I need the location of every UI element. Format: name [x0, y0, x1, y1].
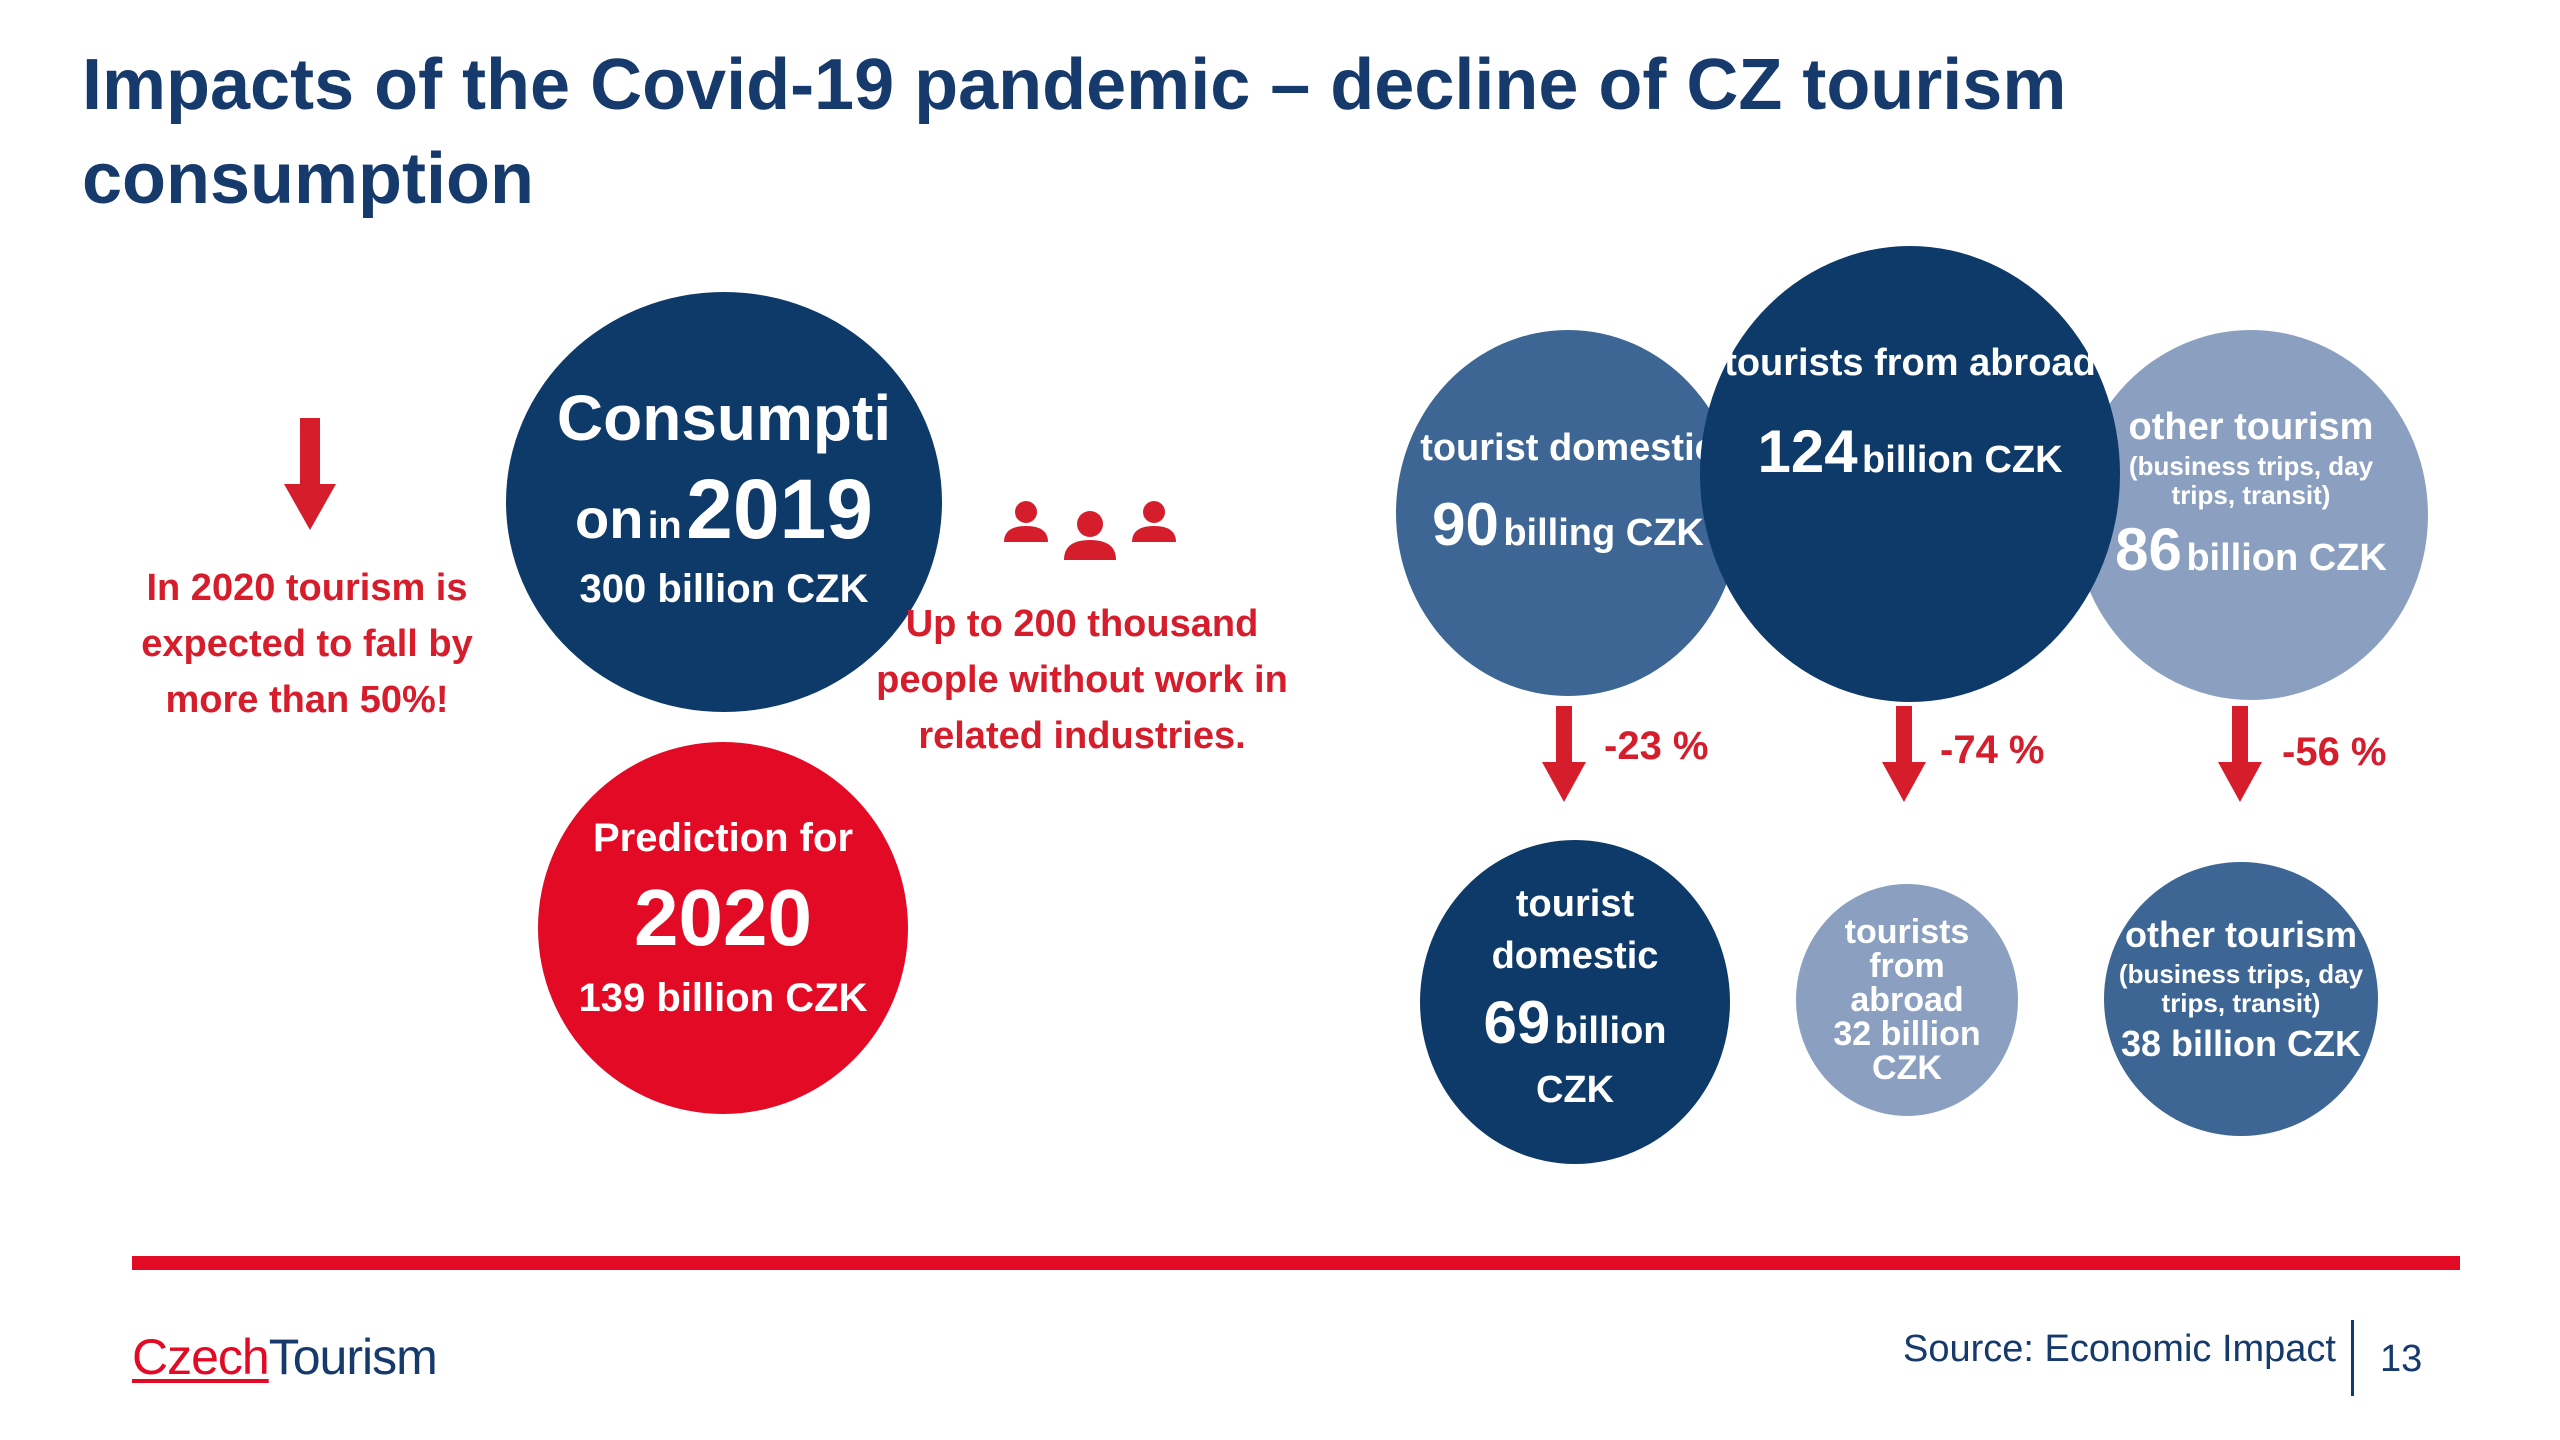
other-2020-amount: 38 billion CZK	[2120, 1022, 2361, 1064]
prediction-2020-circle: Prediction for 2020 139 billion CZK	[538, 742, 908, 1114]
down-arrow-icon	[284, 418, 336, 530]
abroad-2019-unit: billion CZK	[1862, 438, 2063, 481]
consumption-in: in	[647, 505, 682, 547]
domestic-2019-label: tourist domestic	[1420, 427, 1716, 470]
domestic-2019-value: 90 billing CZK	[1432, 490, 1704, 558]
prediction-amount: 139 billion CZK	[578, 976, 868, 1020]
consumption-amount: 300 billion CZK	[579, 567, 869, 612]
consumption-year: 2019	[686, 462, 873, 556]
other-2019-number: 86	[2115, 516, 2182, 584]
other-2020-sub: (business trips, day trips, transit)	[2118, 959, 2364, 1018]
abroad-2020-line2: from	[1869, 947, 1945, 985]
domestic-2019-circle: tourist domestic 90 billing CZK	[1396, 330, 1740, 696]
domestic-2020-number: 69	[1483, 988, 1551, 1056]
page-title: Impacts of the Covid-19 pandemic – decli…	[82, 45, 2067, 219]
abroad-2020-line5: CZK	[1872, 1049, 1942, 1087]
prediction-label: Prediction for	[592, 816, 854, 860]
abroad-2020-line3: abroad	[1850, 981, 1964, 1019]
domestic-2020-line2: domestic	[1491, 935, 1659, 978]
other-2019-circle: other tourism (business trips, day trips…	[2074, 330, 2428, 700]
other-2019-sub: (business trips, day trips, transit)	[2128, 451, 2374, 510]
consumption-label-line1: Consumpti	[556, 381, 892, 454]
abroad-2019-number: 124	[1757, 417, 1858, 485]
consumption-word: on	[575, 487, 644, 550]
logo-czech: Czech	[132, 1329, 270, 1385]
domestic-change: -23 %	[1604, 724, 1709, 768]
abroad-change: -74 %	[1940, 728, 2045, 772]
abroad-2020-line1: tourists	[1844, 913, 1970, 951]
decline-warning: In 2020 tourism is expected to fall by m…	[141, 567, 473, 721]
source-note: Source: Economic Impact	[1903, 1328, 2336, 1370]
domestic-2019-unit: billing CZK	[1503, 511, 1704, 554]
domestic-2020-line4: CZK	[1535, 1068, 1615, 1111]
other-2019-unit: billion CZK	[2186, 537, 2387, 580]
abroad-2019-circle: tourists from abroad 124 billion CZK	[1700, 246, 2120, 702]
domestic-2020-circle: tourist domestic 69 billion CZK	[1420, 840, 1730, 1164]
unemployment-text: Up to 200 thousand people without work i…	[876, 603, 1288, 757]
down-arrow-icon	[2218, 706, 2262, 802]
domestic-2020-unit: billion	[1554, 1009, 1667, 1052]
prediction-year: 2020	[634, 873, 812, 962]
consumption-2019-circle: Consumpti on in 2019 300 billion CZK	[506, 292, 942, 712]
abroad-2020-amount: 32 billion	[1833, 1015, 1981, 1053]
other-2019-value: 86 billion CZK	[2115, 517, 2387, 583]
domestic-2020-value: 69 billion	[1483, 988, 1667, 1056]
consumption-label-line2: on in 2019	[575, 463, 873, 555]
page-number: 13	[2380, 1338, 2423, 1380]
down-arrow-icon	[1882, 706, 1926, 802]
abroad-2020-circle: tourists from abroad 32 billion CZK	[1796, 884, 2018, 1116]
abroad-2019-value: 124 billion CZK	[1757, 417, 2063, 485]
logo-tourism: Tourism	[268, 1329, 438, 1385]
domestic-2019-number: 90	[1432, 490, 1499, 558]
footer-separator	[2351, 1320, 2354, 1396]
footer-divider	[132, 1256, 2460, 1270]
other-2019-label: other tourism	[2128, 405, 2374, 448]
down-arrow-icon	[1542, 706, 1586, 802]
domestic-2020-line1: tourist	[1515, 883, 1635, 926]
other-2020-circle: other tourism (business trips, day trips…	[2104, 862, 2378, 1136]
other-2020-label: other tourism	[2124, 913, 2357, 955]
abroad-2019-label: tourists from abroad	[1724, 342, 2096, 385]
czechtourism-logo: CzechTourism	[132, 1328, 438, 1386]
people-icon	[1004, 501, 1176, 560]
other-change: -56 %	[2282, 730, 2387, 774]
